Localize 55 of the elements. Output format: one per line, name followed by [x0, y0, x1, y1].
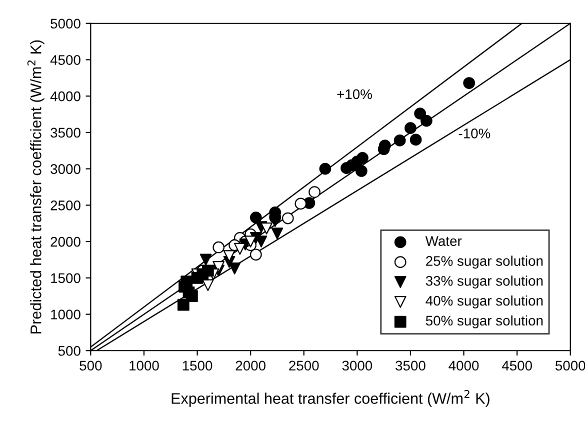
point	[463, 77, 476, 89]
x-axis-title: Experimental heat transfer coefficient (W/m$^{2}$ K)	[172, 390, 490, 407]
point	[394, 134, 406, 146]
legend-label: 50% sugar solution	[426, 315, 543, 328]
x-tick-label: 2500	[289, 360, 319, 371]
point	[260, 222, 272, 234]
point	[202, 264, 214, 277]
x-tick-label: 4500	[502, 360, 532, 371]
legend-label: 40% sugar solution	[426, 295, 543, 308]
y-tick-label: 2000	[50, 236, 80, 247]
point	[356, 165, 368, 177]
point	[294, 198, 307, 210]
y-tick-label: 3500	[50, 128, 80, 138]
y-tick-label: 1500	[51, 273, 80, 284]
point	[271, 228, 284, 240]
y-tick-label: 1000	[51, 310, 80, 320]
point	[212, 241, 225, 254]
point	[356, 152, 368, 164]
y-tick-label: 3000	[50, 164, 80, 174]
x-tick-label: 5000	[555, 360, 585, 371]
x-tick-label: 1500	[182, 360, 212, 371]
point	[182, 286, 195, 298]
point	[319, 162, 332, 175]
x-tick-label: 4000	[448, 360, 479, 371]
point	[420, 114, 432, 127]
x-tick-label: 500	[80, 360, 102, 371]
x-tick-label: 3000	[342, 360, 372, 371]
point	[404, 122, 416, 134]
point	[228, 262, 241, 274]
point	[202, 279, 214, 292]
point	[180, 276, 193, 288]
point	[269, 215, 282, 228]
legend-label: 25% sugar solution	[426, 256, 543, 269]
y-tick-label: 2500	[50, 200, 80, 210]
point	[234, 242, 246, 255]
point	[250, 212, 262, 224]
point	[177, 298, 190, 311]
point	[250, 248, 262, 261]
x-tick-label: 1000	[130, 360, 159, 371]
y-axis-title: Predicted heat transfer coefficient (W/m$^{2}$ K)	[27, 40, 44, 334]
legend-label: Water	[425, 236, 462, 246]
point	[308, 186, 320, 198]
point	[200, 254, 212, 266]
point	[414, 108, 426, 120]
point	[410, 134, 422, 146]
y-tick-label: 4500	[50, 55, 80, 65]
x-tick-label: 2000	[236, 360, 266, 371]
annotation: -10%	[458, 128, 490, 138]
x-tick-label: 3500	[396, 360, 426, 371]
point	[282, 212, 294, 224]
y-tick-label: 4000	[50, 91, 80, 102]
legend-label: 33% sugar solution	[426, 276, 543, 289]
y-tick-label: 500	[58, 346, 80, 356]
annotation: +10%	[337, 89, 372, 100]
y-tick-label: 5000	[50, 18, 80, 29]
